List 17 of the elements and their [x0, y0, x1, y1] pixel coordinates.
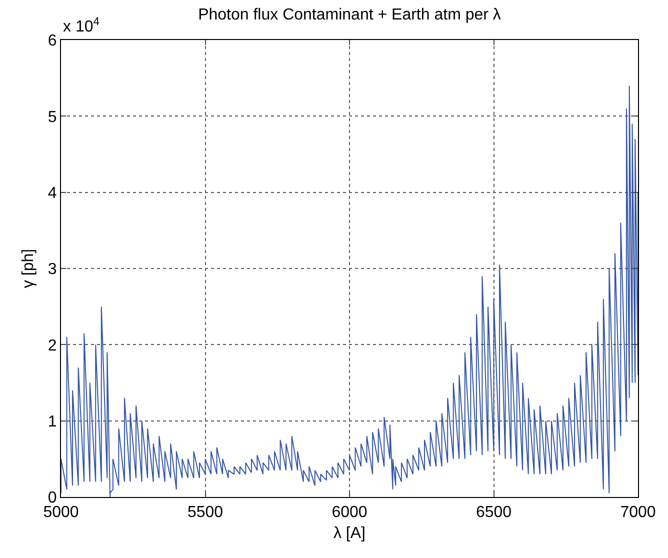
- chart-title: Photon flux Contaminant + Earth atm per λ: [198, 6, 501, 24]
- text: x 10$^{4}$: [63, 16, 100, 36]
- x-tick-label: 6000: [332, 504, 368, 522]
- y-tick-label: 4: [48, 184, 57, 202]
- x-tick-label: 5500: [187, 504, 224, 522]
- x-tick-label: 5000: [43, 504, 79, 522]
- line-series: [61, 85, 638, 497]
- y-tick-label: 0: [48, 490, 57, 507]
- x-tick-label: 6500: [476, 504, 512, 522]
- x-tick-label: 7000: [620, 504, 656, 522]
- y-tick-label: 2: [48, 337, 57, 354]
- y-axis-title: γ [ph]: [20, 248, 37, 288]
- y-tick-label: 5: [48, 108, 57, 126]
- y-tick-label: 6: [48, 32, 57, 50]
- y-tick-label: 3: [48, 261, 57, 278]
- x-axis-title: λ [A]: [333, 524, 366, 542]
- y-tick-label: 1: [48, 413, 57, 430]
